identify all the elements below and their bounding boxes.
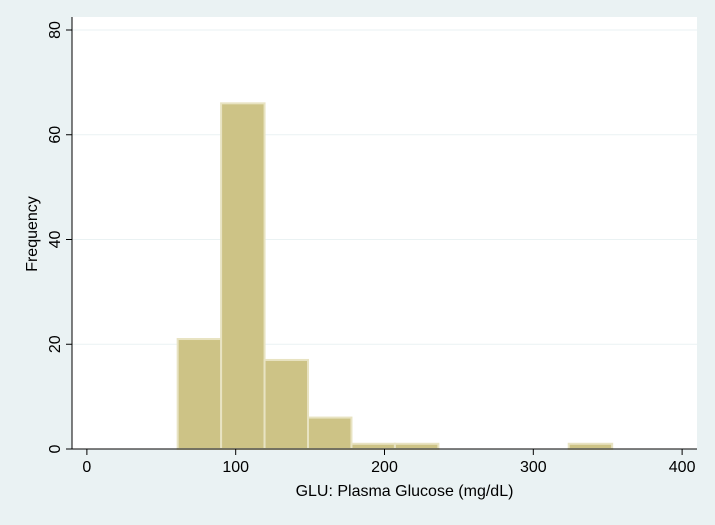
x-tick-label-300: 300 xyxy=(520,459,547,476)
grid-lines xyxy=(72,29,697,345)
y-tick-label-60: 60 xyxy=(47,126,64,144)
y-tick-label-40: 40 xyxy=(47,231,64,249)
histogram-bar-3 xyxy=(307,416,353,451)
histogram-bar-5 xyxy=(393,442,440,451)
y-tick-label-0: 0 xyxy=(47,444,64,453)
histogram-bar-2 xyxy=(263,358,310,450)
histogram-bar-1 xyxy=(220,102,266,450)
histogram-bar-0 xyxy=(176,338,223,451)
histogram-bar-6 xyxy=(567,442,614,451)
y-tick-label-80: 80 xyxy=(47,21,64,39)
x-tick-label-100: 100 xyxy=(222,459,249,476)
plot-area xyxy=(72,17,697,449)
x-tick-label-400: 400 xyxy=(669,459,696,476)
x-tick-label-200: 200 xyxy=(371,459,398,476)
histogram-bar-4 xyxy=(350,442,396,451)
x-axis-label: GLU: Plasma Glucose (mg/dL) xyxy=(296,483,514,500)
y-tick-label-20: 20 xyxy=(47,335,64,353)
y-axis-label: Frequency xyxy=(24,196,41,272)
axes: 0 100 200 300 400 0 20 40 60 80 xyxy=(47,17,697,476)
x-tick-label-0: 0 xyxy=(82,459,91,476)
